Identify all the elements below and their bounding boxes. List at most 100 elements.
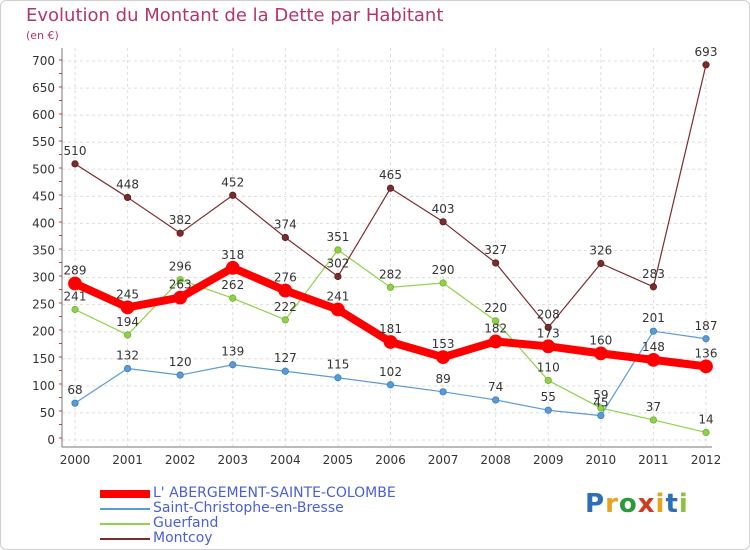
data-label: 289: [64, 264, 87, 278]
data-label: 318: [221, 248, 244, 262]
legend: L' ABERGEMENT-SAINTE-COLOMBE Saint-Christ…: [100, 486, 396, 546]
data-label: 262: [221, 278, 244, 292]
data-label: 220: [484, 301, 507, 315]
data-label: 290: [432, 263, 455, 277]
data-point: [71, 305, 79, 314]
data-point: [71, 399, 79, 407]
data-label: 182: [484, 321, 507, 335]
data-point: [439, 388, 447, 396]
x-tick-label: 2007: [428, 453, 459, 467]
data-point: [649, 327, 658, 335]
legend-label: Saint-Christophe-en-Bresse: [153, 500, 344, 516]
data-point: [488, 334, 503, 349]
data-point: [492, 396, 500, 404]
data-label: 201: [642, 311, 665, 325]
data-point: [120, 300, 135, 315]
data-point: [123, 364, 132, 373]
data-label: 222: [274, 300, 297, 314]
y-tick-label: 500: [32, 162, 55, 176]
legend-item: L' ABERGEMENT-SAINTE-COLOMBE: [100, 486, 396, 501]
data-label: 403: [432, 202, 455, 216]
data-label: 382: [169, 213, 192, 227]
data-label: 68: [67, 383, 82, 397]
data-label: 302: [326, 256, 349, 270]
x-tick-label: 2008: [480, 453, 511, 467]
y-tick-label: 100: [32, 379, 55, 393]
data-point: [593, 346, 608, 361]
data-label: 37: [646, 400, 661, 414]
legend-swatch: [100, 507, 150, 510]
data-label: 276: [274, 271, 297, 285]
data-point: [649, 416, 658, 424]
data-point: [229, 294, 237, 302]
data-label: 139: [221, 345, 244, 359]
data-label: 120: [169, 355, 192, 369]
data-label: 153: [432, 337, 455, 351]
data-point: [702, 335, 710, 343]
y-tick-label: 50: [40, 406, 55, 420]
data-label: 173: [537, 326, 560, 340]
data-point: [176, 371, 184, 379]
y-tick-label: 600: [32, 108, 55, 122]
legend-swatch: [100, 522, 150, 525]
x-tick-label: 2001: [112, 453, 143, 467]
data-point: [123, 331, 132, 339]
data-label: 452: [221, 175, 244, 189]
data-label: 465: [379, 168, 402, 182]
y-tick-label: 700: [32, 54, 55, 68]
data-point: [702, 61, 710, 69]
data-point: [544, 323, 552, 331]
legend-item: Guerfand: [100, 516, 396, 531]
data-point: [439, 279, 447, 287]
data-point: [281, 367, 289, 375]
data-label: 374: [274, 218, 297, 232]
data-label: 283: [642, 267, 665, 281]
x-tick-label: 2005: [323, 453, 354, 467]
logo-letter: i: [655, 489, 666, 519]
data-label: 110: [537, 360, 560, 374]
data-point: [702, 428, 710, 437]
data-label: 132: [116, 349, 139, 363]
data-point: [646, 352, 661, 367]
x-tick-label: 2002: [165, 453, 196, 467]
data-label: 693: [695, 45, 718, 59]
logo-letter: x: [637, 489, 656, 519]
data-point: [492, 317, 500, 325]
y-tick-label: 150: [32, 352, 55, 366]
data-label: 127: [274, 351, 297, 365]
legend-swatch: [100, 489, 150, 498]
data-label: 187: [695, 319, 718, 333]
data-point: [176, 276, 184, 284]
logo-letter: o: [618, 489, 638, 519]
data-point: [699, 359, 713, 374]
data-point: [229, 361, 237, 369]
data-point: [383, 335, 398, 349]
logo-letter: t: [665, 489, 679, 519]
x-tick-label: 2012: [691, 453, 722, 467]
data-point: [225, 260, 240, 275]
legend-item: Montcoy: [100, 531, 396, 546]
logo-letter: r: [605, 489, 619, 519]
data-point: [281, 316, 289, 324]
logo-letter: i: [678, 489, 689, 519]
data-point: [386, 283, 395, 291]
x-tick-label: 2009: [533, 453, 564, 467]
x-tick-label: 2000: [60, 453, 91, 467]
data-label: 194: [116, 315, 139, 329]
y-tick-label: 0: [47, 433, 55, 447]
data-label: 327: [484, 243, 507, 257]
data-point: [386, 184, 395, 192]
data-label: 263: [169, 278, 192, 292]
x-tick-label: 2010: [586, 453, 617, 467]
data-label: 296: [169, 260, 192, 274]
data-label: 89: [435, 372, 450, 386]
data-point: [544, 406, 552, 414]
data-point: [176, 229, 184, 237]
data-point: [68, 276, 82, 291]
x-tick-label: 2004: [270, 453, 301, 467]
data-label: 74: [488, 380, 503, 394]
y-tick-label: 450: [32, 189, 55, 203]
data-point: [649, 283, 658, 291]
